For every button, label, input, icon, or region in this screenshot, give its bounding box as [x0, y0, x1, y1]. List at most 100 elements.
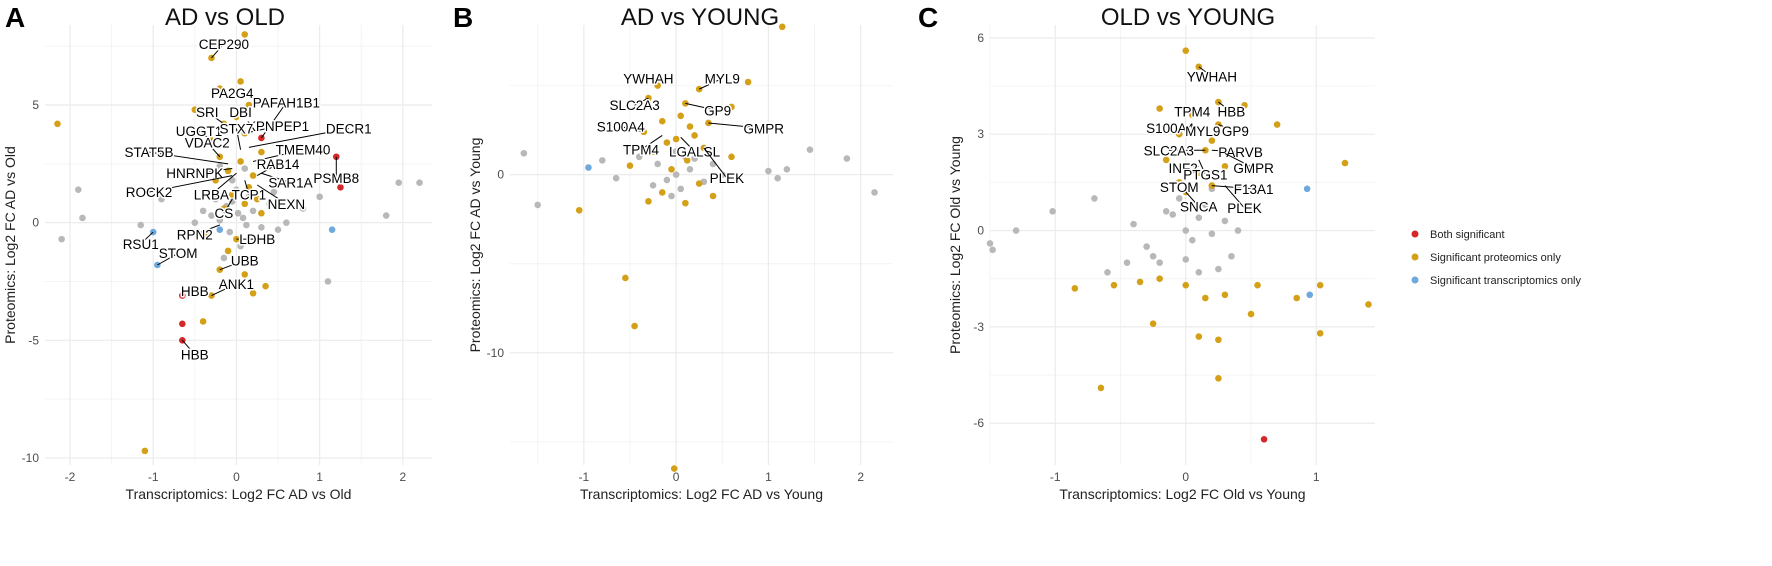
point-proteomics	[728, 103, 735, 111]
point-both	[179, 320, 186, 328]
point-proteomics	[1156, 105, 1163, 112]
label-leader-line	[244, 180, 250, 195]
gene-label: TMEM40	[276, 143, 331, 158]
point-proteomics	[575, 206, 583, 214]
point-transcriptomics	[1306, 291, 1314, 299]
point-gray	[228, 176, 236, 184]
point-proteomics	[1247, 310, 1255, 318]
point-proteomics	[744, 78, 752, 86]
gene-label: STX7	[220, 122, 254, 137]
y-axis-label: Proteomics: Log2 FC AD vs Young	[467, 138, 483, 353]
point-proteomics	[1221, 291, 1229, 299]
point-gray	[1162, 207, 1170, 215]
gene-label: SAR1A	[268, 176, 312, 191]
point-proteomics	[658, 189, 666, 196]
gene-label: TPM4	[1174, 105, 1210, 120]
point-proteomics	[654, 82, 661, 89]
point-gray	[1228, 252, 1235, 260]
panel-letter: A	[5, 2, 25, 33]
gene-label: PA2G4	[211, 86, 254, 101]
point-proteomics	[1162, 156, 1170, 164]
gene-label: STOM	[159, 246, 198, 261]
point-gray	[691, 155, 698, 162]
gene-label: GMPR	[1233, 161, 1274, 176]
point-gray	[137, 221, 145, 229]
point-gray	[1221, 217, 1229, 225]
point-gray	[1202, 201, 1209, 209]
y-tick-label: -6	[973, 416, 984, 430]
label-leader-line	[181, 339, 196, 355]
point-proteomics	[778, 23, 786, 31]
point-proteomics	[668, 165, 675, 173]
x-tick-label: 0	[1182, 470, 1189, 484]
gene-label: SRI	[196, 105, 219, 120]
point-proteomics	[1136, 278, 1144, 286]
label-leader-line	[1224, 153, 1254, 169]
point-gray	[783, 165, 791, 173]
point-gray	[1149, 252, 1157, 260]
point-transcriptomics	[328, 226, 336, 234]
point-gray	[234, 209, 242, 217]
gene-label: TPM4	[623, 143, 659, 158]
point-both	[179, 292, 186, 299]
gene-label: S100A4	[1146, 121, 1195, 136]
point-proteomics	[677, 112, 685, 120]
point-proteomics	[1149, 320, 1157, 327]
label-leader-line	[1185, 191, 1200, 207]
point-proteomics	[1110, 281, 1118, 289]
point-gray	[672, 148, 680, 155]
point-proteomics	[228, 191, 236, 198]
label-leader-line	[1218, 124, 1236, 132]
gene-label: SNCA	[1180, 199, 1218, 214]
point-transcriptomics	[585, 164, 592, 171]
gene-label: STOM	[1160, 180, 1199, 195]
point-proteomics	[1071, 285, 1079, 292]
panel-title: OLD vs YOUNG	[1101, 4, 1275, 31]
point-proteomics	[1156, 275, 1163, 283]
gene-label: F13A1	[1234, 182, 1274, 197]
gene-label: PTGS1	[1183, 167, 1227, 182]
y-tick-label: -10	[487, 346, 505, 360]
x-axis-label: Transcriptomics: Log2 FC AD vs Old	[126, 486, 352, 502]
point-gray	[1123, 259, 1131, 266]
point-proteomics	[1316, 281, 1324, 289]
panel-title: AD vs OLD	[165, 4, 285, 31]
point-gray	[158, 195, 165, 203]
label-leader-line	[206, 142, 221, 158]
gene-label: LGALSL	[669, 144, 721, 159]
gene-label: RAB14	[257, 157, 300, 172]
y-tick-label: -5	[28, 333, 39, 347]
gene-label: PARVB	[1218, 145, 1263, 160]
point-proteomics	[249, 289, 257, 297]
point-both	[1260, 436, 1268, 443]
point-gray	[1195, 268, 1203, 276]
point-gray	[635, 153, 643, 161]
point-gray	[718, 171, 726, 178]
gene-label: XPNPEP1	[247, 119, 309, 134]
gene-label: RSU1	[123, 237, 159, 252]
label-leader-line	[640, 135, 663, 151]
gene-label: DECR1	[326, 122, 372, 137]
gene-label: UBB	[231, 253, 259, 268]
gene-label: HBB	[181, 347, 209, 362]
point-proteomics	[1097, 384, 1105, 392]
point-proteomics	[728, 153, 735, 161]
label-leader-line	[1183, 165, 1199, 169]
gene-label: GP9	[1222, 124, 1249, 139]
point-gray	[677, 185, 685, 193]
point-proteomics	[670, 465, 678, 472]
point-proteomics	[663, 139, 671, 146]
point-proteomics	[199, 318, 207, 325]
point-proteomics	[691, 132, 698, 139]
gene-label: ANK1	[219, 277, 254, 292]
point-gray	[58, 235, 65, 243]
point-proteomics	[631, 322, 638, 330]
label-leader-line	[248, 128, 349, 148]
point-gray	[74, 186, 82, 194]
label-leader-line	[1224, 185, 1245, 209]
label-leader-line	[235, 128, 242, 150]
x-axis-label: Transcriptomics: Log2 FC AD vs Young	[580, 486, 823, 502]
gene-label: STAT5B	[125, 145, 174, 160]
